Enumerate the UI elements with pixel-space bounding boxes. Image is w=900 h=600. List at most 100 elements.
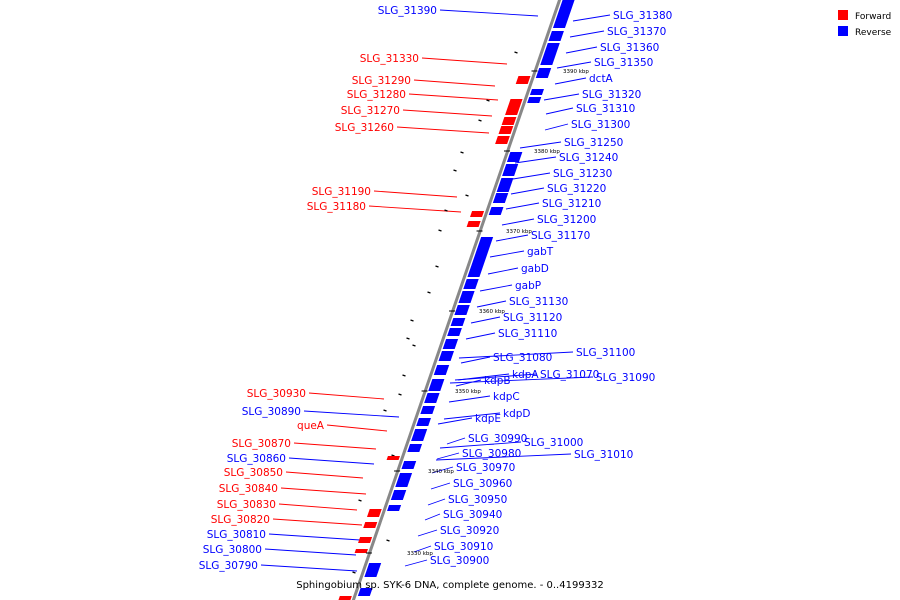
gene-reverse-6 [535,68,552,78]
legend-reverse-swatch [838,26,848,36]
leader-line [413,79,496,87]
gene-reverse-35 [416,418,431,426]
gene-label-slg_31090: SLG_31090 [596,372,655,384]
gene-label-kdpb: kdpB [484,375,511,387]
fragment-mark [412,344,416,347]
legend-forward-label: Forward [855,12,891,22]
gene-reverse-22 [470,253,488,267]
gene-reverse-37 [407,444,423,452]
gene-label-slg_30900: SLG_30900 [430,555,489,567]
fragment-marks [352,51,518,574]
leader-line [272,518,363,526]
leader-line [458,351,574,359]
leader-line [448,395,491,403]
leader-line [285,471,364,479]
fragment-mark [427,291,431,294]
gene-label-slg_30890: SLG_30890 [242,406,301,418]
gene-label-slg_31370: SLG_31370 [607,26,666,38]
gene-forward-7 [515,76,531,84]
leader-line [454,373,538,381]
leader-line [487,267,519,275]
tick-label: 3340 kbp [428,469,454,475]
gene-reverse-14 [506,152,523,162]
leader-line [505,202,540,210]
gene-label-slg_31100: SLG_31100 [576,347,635,359]
gene-reverse-41 [390,490,407,500]
gene-label-slg_31280: SLG_31280 [347,89,406,101]
gene-label-slg_31330: SLG_31330 [360,53,419,65]
gene-reverse-5 [540,53,557,65]
leader-line [455,379,482,387]
gene-label-gabd: gabD [521,263,549,275]
leader-line [556,61,592,69]
gene-label-dcta: dctA [589,73,614,85]
gene-reverse-16 [496,178,514,192]
fragment-mark [438,229,442,232]
tick-label: 3380 kbp [534,149,560,155]
tick-label: 3390 kbp [563,69,589,75]
gene-label-slg_31110: SLG_31110 [498,328,557,340]
gene-reverse-32 [428,379,445,391]
gene-label-slg_31390: SLG_31390 [378,5,437,17]
gene-label-slg_31130: SLG_31130 [509,296,568,308]
leader-line [288,457,375,465]
gene-forward-11 [501,117,517,125]
gene-label-slg_30980: SLG_30980 [462,448,521,460]
fragment-mark [386,539,390,542]
gene-label-slg_31010: SLG_31010 [574,449,633,461]
leader-line [495,234,529,242]
gene-reverse-15 [502,164,519,176]
gene-label-slg_31070: SLG_31070 [540,369,599,381]
gene-reverse-42 [387,505,402,511]
leader-line [460,356,491,364]
leader-line [303,410,400,418]
gene-label-slg_31290: SLG_31290 [352,75,411,87]
fragment-mark [406,337,410,340]
gene-forward-19 [470,211,485,217]
leader-line [431,466,454,474]
leader-line [427,498,446,506]
gene-forward-45 [358,537,373,543]
leader-line [443,412,501,420]
gene-label-slg_31240: SLG_31240 [559,152,618,164]
leader-line [514,156,557,164]
leader-line [569,30,605,38]
leader-line [476,300,507,308]
gene-reverse-24 [463,279,479,289]
leader-line [510,187,545,195]
leader-line [268,533,361,541]
leader-lines [260,9,611,572]
gene-reverse-36 [411,429,428,441]
gene-reverse-8 [529,89,544,95]
gene-label-kdpc: kdpC [493,391,520,403]
leader-line [264,548,357,556]
gene-label-slg_30850: SLG_30850 [224,467,283,479]
gene-reverse-39 [401,461,417,469]
gene-label-slg_30860: SLG_30860 [227,453,286,465]
leader-line [278,503,358,511]
leader-line [293,442,377,450]
gene-label-slg_30950: SLG_30950 [448,494,507,506]
leader-line [280,487,367,495]
gene-reverse-40 [395,473,413,487]
gene-reverse-18 [488,207,504,215]
gene-label-slg_30810: SLG_30810 [207,529,266,541]
leader-line [501,218,535,226]
leader-line [402,109,493,117]
fragment-mark [398,393,402,396]
tick-label: 3370 kbp [506,229,532,235]
gene-forward-13 [495,136,510,144]
leader-line [565,46,598,54]
legend-forward-swatch [838,10,848,20]
fragment-mark [391,454,395,457]
leader-line [545,107,574,115]
gene-forward-10 [505,99,523,115]
fragment-mark [410,319,414,322]
fragment-mark [465,194,469,197]
leader-line [446,437,466,445]
leader-line [439,441,522,449]
gene-label-slg_30800: SLG_30800 [203,544,262,556]
gene-label-slg_31220: SLG_31220 [547,183,606,195]
gene-label-slg_31210: SLG_31210 [542,198,601,210]
gene-label-slg_30990: SLG_30990 [468,433,527,445]
